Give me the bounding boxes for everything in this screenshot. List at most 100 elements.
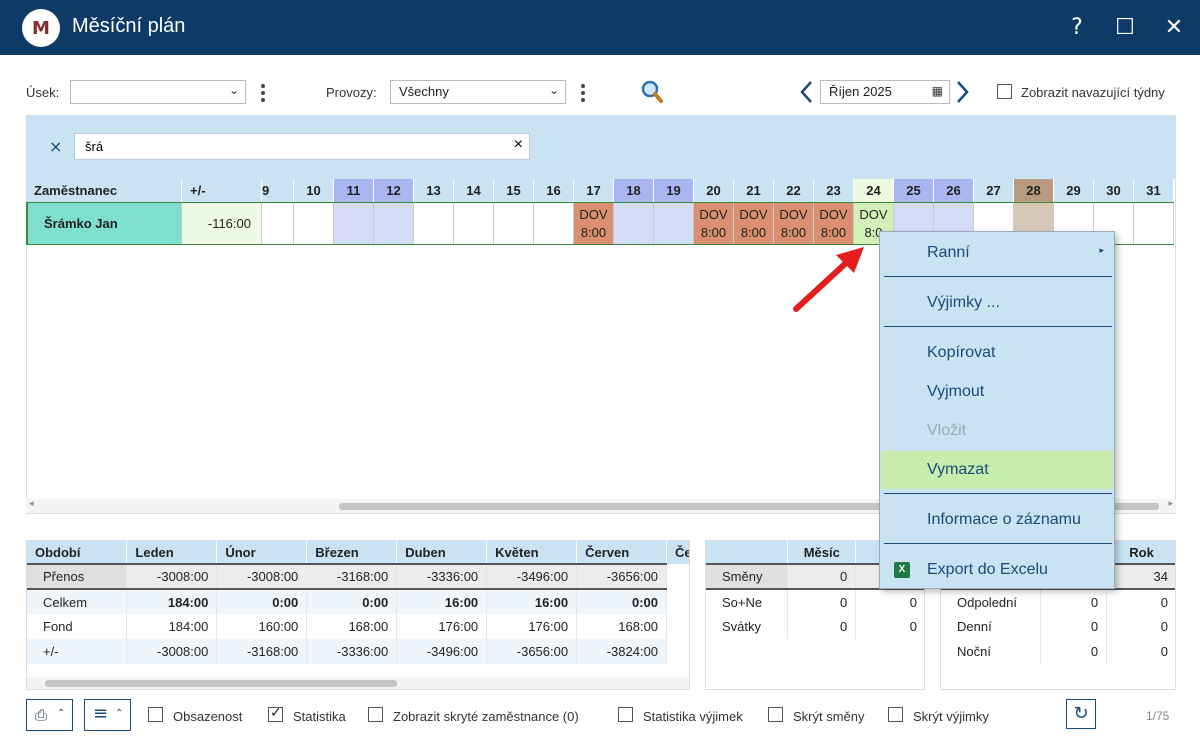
statistika-checkbox[interactable]: [268, 705, 283, 722]
stats_mid-header[interactable]: Měsíc: [787, 541, 857, 564]
help-button[interactable]: ?: [1071, 14, 1083, 40]
stats_left-header[interactable]: Květen: [486, 541, 578, 564]
day-header-10[interactable]: 10: [294, 179, 334, 202]
filter-close-icon[interactable]: ×: [49, 137, 63, 156]
day-header-22[interactable]: 22: [774, 179, 814, 202]
menu-item-kopirovat[interactable]: Kopírovat: [927, 344, 996, 361]
day-header-30[interactable]: 30: [1094, 179, 1134, 202]
day-cell-19[interactable]: [654, 203, 694, 244]
col-diff-header[interactable]: +/-: [182, 179, 262, 202]
menu-button[interactable]: ≡ ⌃: [84, 699, 131, 731]
table-row[interactable]: Přenos -3008:00 -3008:00 -3168:00 -3336:00 -3…: [27, 563, 689, 590]
menu-item-vyjmout[interactable]: Vyjmout: [927, 383, 985, 400]
day-cell-24[interactable]: DOV 8:0: [854, 203, 894, 244]
scroll-right-icon[interactable]: ▸: [1168, 499, 1173, 509]
obsazenost-checkbox[interactable]: [148, 707, 163, 722]
table-row[interactable]: Svátky 0 0: [706, 614, 924, 639]
day-cell-21[interactable]: DOV 8:00: [734, 203, 774, 244]
day-cell-14[interactable]: [454, 203, 494, 244]
day-cell-9[interactable]: [262, 203, 294, 244]
day-header-12[interactable]: 12: [374, 179, 414, 202]
search-icon[interactable]: [640, 79, 664, 105]
clear-filter-icon[interactable]: ×: [513, 136, 523, 153]
day-header-25[interactable]: 25: [894, 179, 934, 202]
stats_left-header[interactable]: Únor: [216, 541, 308, 564]
provozy-select[interactable]: Všechny ⌄: [390, 80, 566, 104]
day-header-31[interactable]: 31: [1134, 179, 1174, 202]
day-cell-18[interactable]: [614, 203, 654, 244]
print-button[interactable]: ⎙ ⌃: [26, 699, 73, 731]
menu-item-ranni[interactable]: Ranní: [927, 244, 970, 261]
col-employee-header[interactable]: Zaměstnanec: [26, 179, 182, 202]
skryte-checkbox[interactable]: [368, 707, 383, 722]
day-cell-11[interactable]: [334, 203, 374, 244]
day-header-15[interactable]: 15: [494, 179, 534, 202]
day-header-9[interactable]: 9: [262, 179, 294, 202]
maximize-button[interactable]: ☐: [1115, 14, 1135, 40]
provozy-more-icon[interactable]: [578, 82, 588, 104]
menu-item-informace[interactable]: Informace o záznamu: [927, 511, 1081, 528]
menu-item-vlozit[interactable]: Vložit: [927, 422, 967, 439]
stats_left-header[interactable]: Če: [666, 541, 689, 564]
day-header-13[interactable]: 13: [414, 179, 454, 202]
stats_right-header[interactable]: Rok: [1106, 541, 1175, 564]
day-cell-15[interactable]: [494, 203, 534, 244]
menu-item-export-excel[interactable]: Export do Excelu: [927, 561, 1048, 578]
stats_left-header[interactable]: Březen: [306, 541, 398, 564]
day-cell-12[interactable]: [374, 203, 414, 244]
stats_left-header[interactable]: Červen: [576, 541, 668, 564]
day-header-24[interactable]: 24: [854, 179, 894, 202]
stats-scrollbar[interactable]: [27, 677, 689, 689]
day-header-21[interactable]: 21: [734, 179, 774, 202]
day-header-26[interactable]: 26: [934, 179, 974, 202]
day-header-18[interactable]: 18: [614, 179, 654, 202]
table-row[interactable]: So+Ne 0 0: [706, 589, 924, 614]
table-row[interactable]: Noční 0 0: [941, 639, 1175, 664]
prev-month-icon[interactable]: [798, 80, 814, 104]
day-cell-13[interactable]: [414, 203, 454, 244]
menu-item-vyjimky[interactable]: Výjimky ...: [927, 294, 1000, 311]
day-header-27[interactable]: 27: [974, 179, 1014, 202]
day-header-29[interactable]: 29: [1054, 179, 1094, 202]
day-header-16[interactable]: 16: [534, 179, 574, 202]
stat-vyjimek-checkbox[interactable]: [618, 707, 633, 722]
stats_left-header[interactable]: Leden: [126, 541, 218, 564]
usek-more-icon[interactable]: [258, 82, 268, 104]
table-row[interactable]: +/- -3008:00 -3168:00 -3336:00 -3496:00 -3656…: [27, 639, 689, 664]
stats_left-header[interactable]: Duben: [396, 541, 488, 564]
usek-select[interactable]: ⌄: [70, 80, 246, 104]
table-row[interactable]: Odpolední 0 0: [941, 589, 1175, 614]
scroll-left-icon[interactable]: ◂: [29, 499, 34, 509]
day-header-23[interactable]: 23: [814, 179, 854, 202]
day-cell-23[interactable]: DOV 8:00: [814, 203, 854, 244]
stats-scrollbar-thumb[interactable]: [45, 680, 397, 687]
close-button[interactable]: ✕: [1164, 14, 1184, 40]
table-row[interactable]: Celkem 184:00 0:00 0:00 16:00 16:00 0:00: [27, 589, 689, 614]
scrollbar-thumb[interactable]: [339, 503, 1159, 510]
day-cell-31[interactable]: [1134, 203, 1174, 244]
day-header-14[interactable]: 14: [454, 179, 494, 202]
day-header-11[interactable]: 11: [334, 179, 374, 202]
day-header-17[interactable]: 17: [574, 179, 614, 202]
skryt-smeny-checkbox[interactable]: [768, 707, 783, 722]
month-picker[interactable]: Říjen 2025 ▦: [820, 80, 950, 104]
menu-item-vymazat[interactable]: Vymazat: [881, 451, 1113, 489]
day-cell-17[interactable]: DOV 8:00: [574, 203, 614, 244]
day-cell-22[interactable]: DOV 8:00: [774, 203, 814, 244]
calendar-icon[interactable]: ▦: [931, 84, 943, 98]
next-month-icon[interactable]: [955, 80, 971, 104]
day-header-20[interactable]: 20: [694, 179, 734, 202]
employee-filter-input[interactable]: šrá ×: [74, 133, 530, 160]
day-cell-20[interactable]: DOV 8:00: [694, 203, 734, 244]
day-header-19[interactable]: 19: [654, 179, 694, 202]
employee-name[interactable]: Šrámko Jan: [28, 203, 182, 244]
follow-weeks-checkbox[interactable]: [997, 84, 1012, 99]
refresh-icon[interactable]: ↻: [1066, 699, 1096, 729]
day-cell-16[interactable]: [534, 203, 574, 244]
stats_left-header[interactable]: Období: [27, 541, 128, 564]
day-cell-10[interactable]: [294, 203, 334, 244]
table-row[interactable]: Fond 184:00 160:00 168:00 176:00 176:00 168:00: [27, 614, 689, 639]
stats_mid-header[interactable]: [706, 541, 789, 564]
day-header-28[interactable]: 28: [1014, 179, 1054, 202]
skryt-vyjimky-checkbox[interactable]: [888, 707, 903, 722]
